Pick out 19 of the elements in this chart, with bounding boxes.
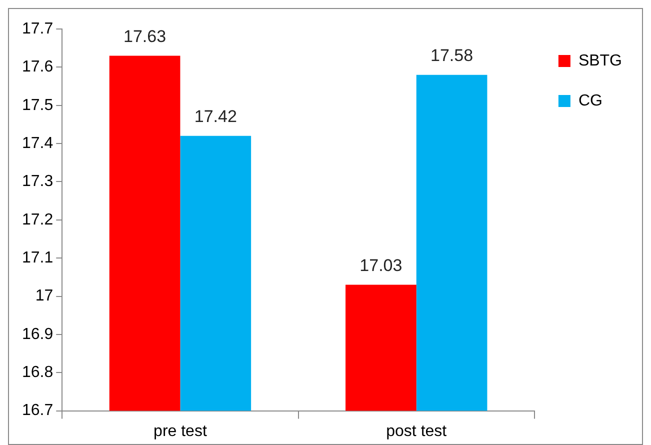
y-tick-label: 16.9 — [22, 326, 54, 343]
x-tick-label: pre test — [154, 422, 208, 440]
y-tick-label: 17.6 — [22, 58, 54, 76]
y-tick-label: 17.1 — [22, 249, 54, 266]
y-tick-label: 17 — [35, 288, 54, 305]
data-label: 17.03 — [360, 256, 402, 275]
y-tick-label: 17.4 — [22, 134, 54, 152]
y-tick-label: 17.7 — [22, 20, 54, 38]
y-tick-label: 16.8 — [22, 364, 54, 382]
data-label: 17.63 — [124, 26, 166, 46]
legend-label: CG — [578, 92, 602, 110]
x-tick-label: post test — [386, 422, 448, 440]
legend-label: SBTG — [578, 52, 622, 70]
y-tick-label: 17.3 — [22, 173, 54, 190]
data-label: 17.58 — [430, 46, 474, 66]
y-tick-label: 17.5 — [22, 96, 54, 114]
data-label: 17.42 — [194, 107, 237, 126]
y-tick-label: 17.2 — [22, 211, 54, 228]
y-tick-label: 16.7 — [22, 402, 54, 420]
